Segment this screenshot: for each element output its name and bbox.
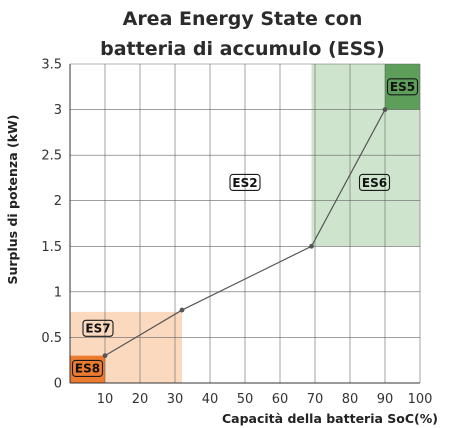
data-point (309, 243, 314, 249)
zone-label-box-es5 (386, 78, 419, 96)
series-layer (102, 107, 388, 359)
zone-label-es6: ES6 (362, 176, 387, 190)
chart-title-line-2: batteria di accumulo (ESS) (100, 38, 385, 60)
y-tick-label: 3.5 (41, 58, 62, 73)
x-tick-label: 60 (272, 392, 289, 407)
zone-label-es5: ES5 (390, 80, 415, 94)
x-tick-label: 100 (408, 392, 433, 407)
zone-label-box-es8 (71, 359, 104, 377)
chart-title-line-1: Area Energy State con (122, 8, 363, 30)
zone-label-es7: ES7 (85, 322, 110, 336)
zone-label-es8: ES8 (75, 362, 100, 376)
x-tick-label: 70 (307, 392, 324, 407)
zone-labels-layer: ES2 ES6 ES5 ES7 ES8 (71, 78, 419, 377)
x-tick-label: 10 (97, 392, 114, 407)
y-axis-label: Surplus di potenza (kW) (5, 114, 20, 284)
x-tick-label: 30 (167, 392, 184, 407)
y-tick-label: 0 (54, 377, 62, 392)
x-tick-label: 20 (132, 392, 149, 407)
zone-label-box-es6 (358, 173, 391, 192)
y-tick-label: 2.5 (41, 149, 62, 164)
grid-layer (70, 64, 420, 383)
zone-label-box-es7 (82, 319, 114, 337)
data-point (179, 307, 185, 313)
zone-label-es2: ES2 (232, 176, 257, 190)
y-tick-label: 0.5 (41, 331, 62, 346)
y-tick-label: 1 (54, 285, 62, 300)
axes-layer (69, 63, 421, 384)
zone-label-box-es2 (229, 173, 261, 192)
x-tick-label: 40 (202, 392, 219, 407)
x-tick-label: 90 (377, 392, 394, 407)
series-line (104, 109, 386, 357)
x-tick-label: 80 (342, 392, 359, 407)
data-point (102, 353, 108, 359)
data-point (382, 107, 388, 112)
y-tick-label: 2 (54, 194, 62, 209)
y-tick-label: 1.5 (41, 240, 62, 255)
y-tick-label: 3 (54, 103, 62, 118)
zone-es5 (385, 64, 420, 110)
ticks-layer: 10 20 30 40 50 60 70 80 90 100 0 0.5 1 1.5 2 2.5 3 3.5 (41, 58, 432, 408)
x-tick-label: 50 (237, 392, 254, 407)
x-axis-label: Capacità della batteria SoC(%) (222, 411, 438, 426)
